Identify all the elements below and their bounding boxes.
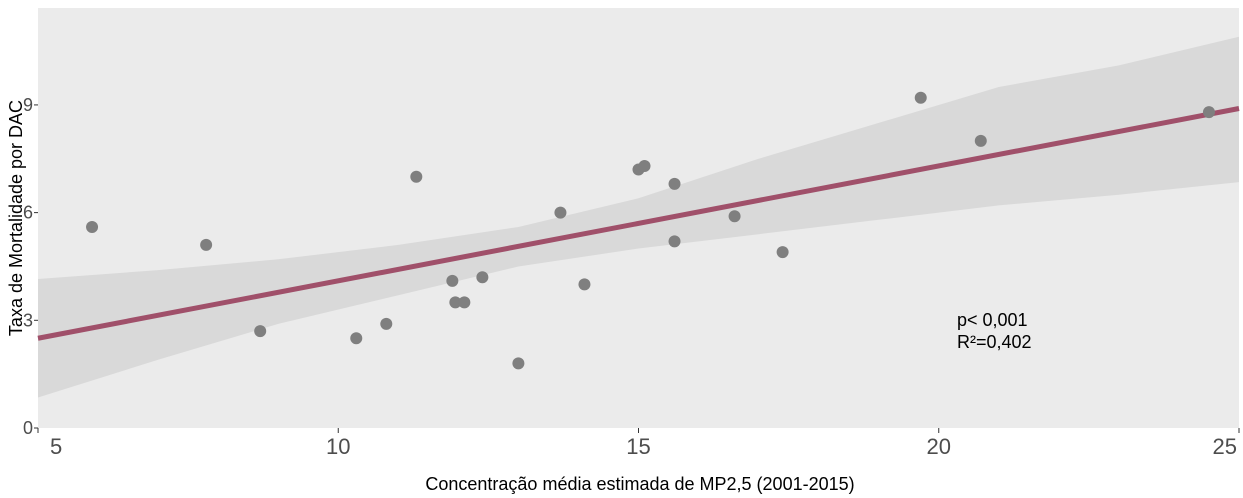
x-tick-label: 20 xyxy=(927,434,951,459)
x-tick-label: 5 xyxy=(50,434,62,459)
data-point xyxy=(512,357,525,370)
confidence-band-layer xyxy=(38,36,1239,398)
data-point xyxy=(578,278,591,291)
y-tick-label: 0 xyxy=(23,418,33,438)
data-point xyxy=(638,159,651,172)
data-point xyxy=(350,332,363,345)
data-point xyxy=(458,296,471,309)
data-point xyxy=(476,271,489,284)
data-point xyxy=(410,170,423,183)
data-point xyxy=(446,274,459,287)
data-point xyxy=(86,220,99,233)
x-tick-label: 25 xyxy=(1213,434,1237,459)
y-tick-label: 9 xyxy=(23,95,33,115)
x-tick-label: 10 xyxy=(326,434,350,459)
data-point xyxy=(200,238,213,251)
y-axis-title: Taxa de Mortalidade por DAC xyxy=(6,100,26,336)
data-point xyxy=(776,246,789,259)
data-point xyxy=(380,317,393,330)
points-layer xyxy=(86,91,1215,370)
y-ticks-layer: 0 3 6 9 xyxy=(23,95,38,438)
data-point xyxy=(1202,106,1215,119)
regression-line xyxy=(37,106,1240,341)
y-tick-label: 3 xyxy=(23,310,33,330)
p-value-annotation: p< 0,001 xyxy=(957,310,1028,330)
data-point xyxy=(974,134,987,147)
confidence-band xyxy=(38,36,1239,398)
x-ticks-layer: 5 10 15 20 25 xyxy=(37,428,1240,459)
data-point xyxy=(668,177,681,190)
x-tick-label: 15 xyxy=(626,434,650,459)
x-axis-title: Concentração média estimada de MP2,5 (20… xyxy=(425,474,854,494)
data-point xyxy=(914,91,927,104)
fit-line-layer xyxy=(37,106,1240,341)
data-point xyxy=(728,210,741,223)
data-point xyxy=(449,296,462,309)
y-tick-label: 6 xyxy=(23,203,33,223)
data-point xyxy=(554,206,567,219)
data-point xyxy=(668,235,681,248)
r-squared-annotation: R²=0,402 xyxy=(957,332,1032,352)
data-point xyxy=(254,325,267,338)
